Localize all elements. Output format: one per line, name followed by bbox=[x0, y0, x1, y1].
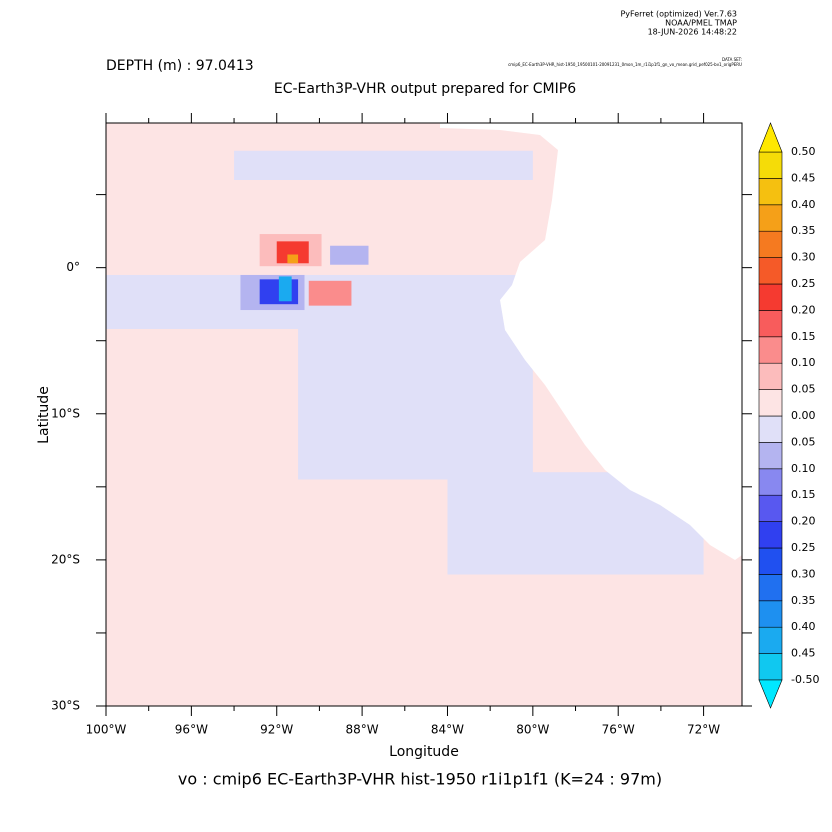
colorbar-label: 0.10 bbox=[791, 356, 816, 369]
colorbar-swatch bbox=[758, 151, 783, 179]
colorbar-swatch bbox=[758, 574, 783, 602]
field-cell bbox=[278, 276, 292, 302]
colorbar-swatch bbox=[758, 521, 783, 549]
colorbar-label: 0.00 bbox=[791, 409, 816, 422]
field-cell bbox=[308, 280, 352, 306]
y-tick-label: 30°S bbox=[51, 699, 80, 713]
header-line: 18-JUN-2026 14:48:22 bbox=[648, 28, 737, 37]
colorbar-label: -0.50 bbox=[791, 673, 819, 686]
colorbar-swatch bbox=[758, 257, 783, 285]
colorbar-label: 0.25 bbox=[791, 277, 816, 290]
colorbar-label: 0.05 bbox=[791, 435, 816, 448]
colorbar-under bbox=[758, 679, 783, 709]
field-cell bbox=[298, 326, 533, 480]
colorbar-label: 0.35 bbox=[791, 224, 816, 237]
colorbar-label: 0.35 bbox=[791, 594, 816, 607]
header-line: PyFerret (optimized) Ver.7.63 bbox=[620, 10, 737, 19]
y-axis-label: Latitude bbox=[36, 386, 52, 444]
colorbar-label: 0.20 bbox=[791, 303, 816, 316]
x-axis-label: Longitude bbox=[389, 744, 459, 760]
colorbar-swatch bbox=[758, 336, 783, 364]
colorbar-label: 0.15 bbox=[791, 488, 816, 501]
chart-title: EC-Earth3P-VHR output prepared for CMIP6 bbox=[274, 81, 576, 97]
colorbar-swatch bbox=[758, 468, 783, 496]
footer: vo : cmip6 EC-Earth3P-VHR hist-1950 r1i1… bbox=[178, 770, 662, 789]
subtitle: DEPTH (m) : 97.0413 bbox=[106, 58, 254, 74]
x-tick-label: 84°W bbox=[431, 723, 464, 737]
colorbar-label: 0.40 bbox=[791, 620, 816, 633]
colorbar-swatch bbox=[758, 389, 783, 417]
header-line: NOAA/PMEL TMAP bbox=[665, 19, 737, 28]
colorbar-label: 0.30 bbox=[791, 251, 816, 264]
colorbar-swatch bbox=[758, 494, 783, 522]
colorbar-label: 0.20 bbox=[791, 515, 816, 528]
x-tick-label: 96°W bbox=[175, 723, 208, 737]
colorbar-swatch bbox=[758, 204, 783, 232]
y-tick-label: 10°S bbox=[51, 406, 80, 420]
colorbar-label: 0.30 bbox=[791, 567, 816, 580]
axes: 100°W 96°W 92°W 88°W 84°W 80°W 76°W 72°W 0° 10°S 2… bbox=[51, 113, 752, 737]
colorbar-over bbox=[758, 122, 783, 153]
colorbar-swatch bbox=[758, 626, 783, 654]
x-tick-label: 76°W bbox=[602, 723, 635, 737]
y-tick-label: 20°S bbox=[51, 552, 80, 566]
field-cell bbox=[287, 254, 299, 264]
colorbar-swatch bbox=[758, 415, 783, 443]
dataset-label: DATA SET: bbox=[722, 57, 742, 62]
x-tick-label: 92°W bbox=[260, 723, 293, 737]
dataset: cmip6_EC-Earth3P-VHR_hist-1950_19500101-… bbox=[508, 62, 742, 67]
x-tick-label: 72°W bbox=[687, 723, 720, 737]
x-tick-label: 88°W bbox=[346, 723, 379, 737]
y-tick-label: 0° bbox=[66, 260, 80, 274]
colorbar-label: 0.45 bbox=[791, 647, 816, 660]
colorbar-swatch bbox=[758, 442, 783, 470]
colorbar-label: 0.40 bbox=[791, 198, 816, 211]
colorbar-label: 0.05 bbox=[791, 383, 816, 396]
colorbar-swatch bbox=[758, 653, 783, 681]
field-cell bbox=[234, 150, 533, 180]
colorbar-swatch bbox=[758, 600, 783, 628]
land bbox=[440, 123, 742, 560]
colorbar-swatch bbox=[758, 362, 783, 390]
field-cell bbox=[330, 245, 369, 265]
plot-frame bbox=[105, 122, 743, 707]
field-cell bbox=[276, 241, 309, 264]
colorbar-swatch bbox=[758, 178, 783, 206]
x-tick-label: 100°W bbox=[86, 723, 127, 737]
colorbar-label: 0.45 bbox=[791, 171, 816, 184]
x-tick-label: 80°W bbox=[516, 723, 549, 737]
colorbar-swatch bbox=[758, 230, 783, 258]
colorbar-swatch bbox=[758, 283, 783, 311]
colorbar-label: 0.25 bbox=[791, 541, 816, 554]
colorbar-swatch bbox=[758, 547, 783, 575]
colorbar-label: 0.50 bbox=[791, 145, 816, 158]
colorbar-label: 0.15 bbox=[791, 330, 816, 343]
colorbar-label: 0.10 bbox=[791, 462, 816, 475]
colorbar-swatch bbox=[758, 310, 783, 338]
